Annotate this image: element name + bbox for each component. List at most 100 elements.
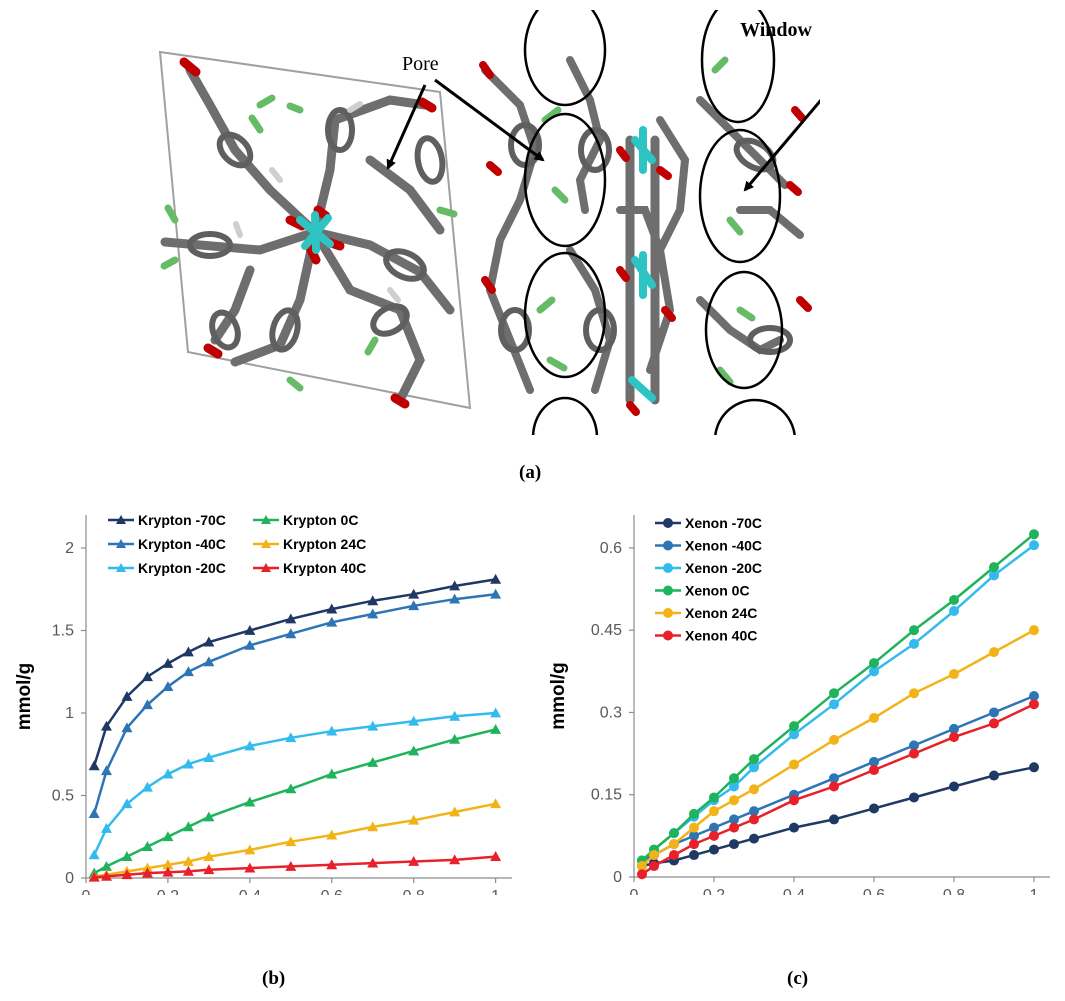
data-point [789, 729, 799, 740]
data-point [449, 733, 461, 744]
legend-label: Krypton 24C [283, 536, 366, 552]
window-arrow [743, 98, 820, 192]
legend-entry: Krypton -40C [108, 536, 226, 552]
pore-arrow-right [434, 78, 545, 162]
data-point [729, 839, 739, 850]
data-point [244, 639, 256, 650]
data-point [949, 605, 959, 616]
data-point [244, 844, 256, 855]
data-point [182, 821, 194, 832]
pore-arrow-left [386, 84, 427, 170]
data-point [162, 681, 174, 691]
data-point [869, 756, 879, 767]
data-point [689, 830, 699, 841]
data-point [669, 850, 679, 861]
data-point [88, 808, 100, 819]
data-point [1029, 699, 1039, 710]
series-xenon--40c [637, 691, 1039, 866]
data-point [121, 851, 133, 861]
series-line [641, 629, 1035, 867]
data-point [162, 768, 174, 779]
data-point [829, 734, 839, 745]
legend-entry: Xenon 0C [655, 583, 750, 599]
y-tick-label: 1.5 [52, 623, 74, 640]
legend-label: Krypton -70C [138, 512, 226, 528]
data-point [689, 839, 699, 850]
series-line [92, 592, 496, 814]
data-point [749, 762, 759, 773]
data-point [285, 783, 297, 794]
unit-cell-outline [158, 50, 472, 410]
data-point [1029, 762, 1039, 773]
data-point [162, 831, 174, 842]
legend-swatch-marker [116, 539, 126, 548]
legend-swatch-marker [116, 515, 126, 524]
legend-label: Xenon 40C [685, 628, 757, 644]
data-point [869, 666, 879, 677]
data-point [182, 646, 194, 657]
data-point [285, 836, 297, 847]
data-point [749, 754, 759, 765]
data-point [141, 841, 153, 852]
window-outline [698, 128, 782, 264]
data-point [689, 808, 699, 819]
legend-label: Xenon -20C [685, 560, 762, 576]
data-point [203, 636, 215, 647]
series-line [93, 728, 496, 875]
series-xenon-40c [637, 699, 1039, 880]
window-outline [700, 10, 776, 124]
series-xenon-0c [637, 529, 1039, 866]
legend-entry: Xenon -20C [655, 560, 762, 576]
data-point [729, 822, 739, 833]
legend-entry: Krypton 24C [253, 536, 366, 552]
data-point [367, 757, 379, 767]
data-point [121, 869, 133, 880]
legend-label: Krypton 40C [283, 560, 366, 576]
data-point [182, 666, 194, 677]
data-point [789, 822, 799, 833]
legend-label: Xenon 24C [685, 605, 757, 621]
data-point [326, 768, 338, 779]
y-tick-label: 1 [65, 705, 74, 722]
data-point [203, 752, 215, 762]
data-point [121, 722, 133, 733]
data-point [490, 707, 502, 718]
data-point [829, 781, 839, 792]
legend-entry: Xenon 24C [655, 605, 757, 621]
data-point [449, 710, 461, 721]
data-point [1029, 691, 1039, 701]
data-point [909, 740, 919, 751]
data-point [100, 765, 112, 776]
legend-swatch-marker [663, 540, 673, 551]
data-point [367, 720, 379, 731]
data-point [1029, 540, 1039, 551]
window-outline [714, 398, 796, 435]
data-point [749, 833, 759, 844]
x-tick-label: 0 [82, 888, 91, 895]
legend-label: Xenon 0C [685, 583, 750, 599]
data-point [88, 760, 100, 771]
pore-outlines [523, 10, 796, 435]
data-point [789, 759, 799, 770]
data-point [326, 859, 338, 870]
legend-swatch-marker [261, 539, 271, 548]
data-point [949, 732, 959, 743]
data-point [449, 806, 461, 817]
data-point [182, 865, 194, 876]
data-point [729, 795, 739, 806]
series-line [94, 802, 496, 878]
data-point [100, 720, 112, 731]
data-point [789, 721, 799, 732]
data-point [789, 795, 799, 806]
pore-outline [523, 112, 607, 248]
data-point [203, 851, 215, 861]
data-point [367, 857, 379, 868]
callout-arrows [386, 78, 820, 192]
data-point [100, 823, 112, 833]
x-tick-label: 1 [491, 888, 500, 895]
data-point [449, 854, 461, 865]
data-point [729, 773, 739, 784]
data-point [989, 570, 999, 581]
data-point [162, 859, 174, 870]
legend-entry: Xenon -40C [655, 538, 762, 554]
